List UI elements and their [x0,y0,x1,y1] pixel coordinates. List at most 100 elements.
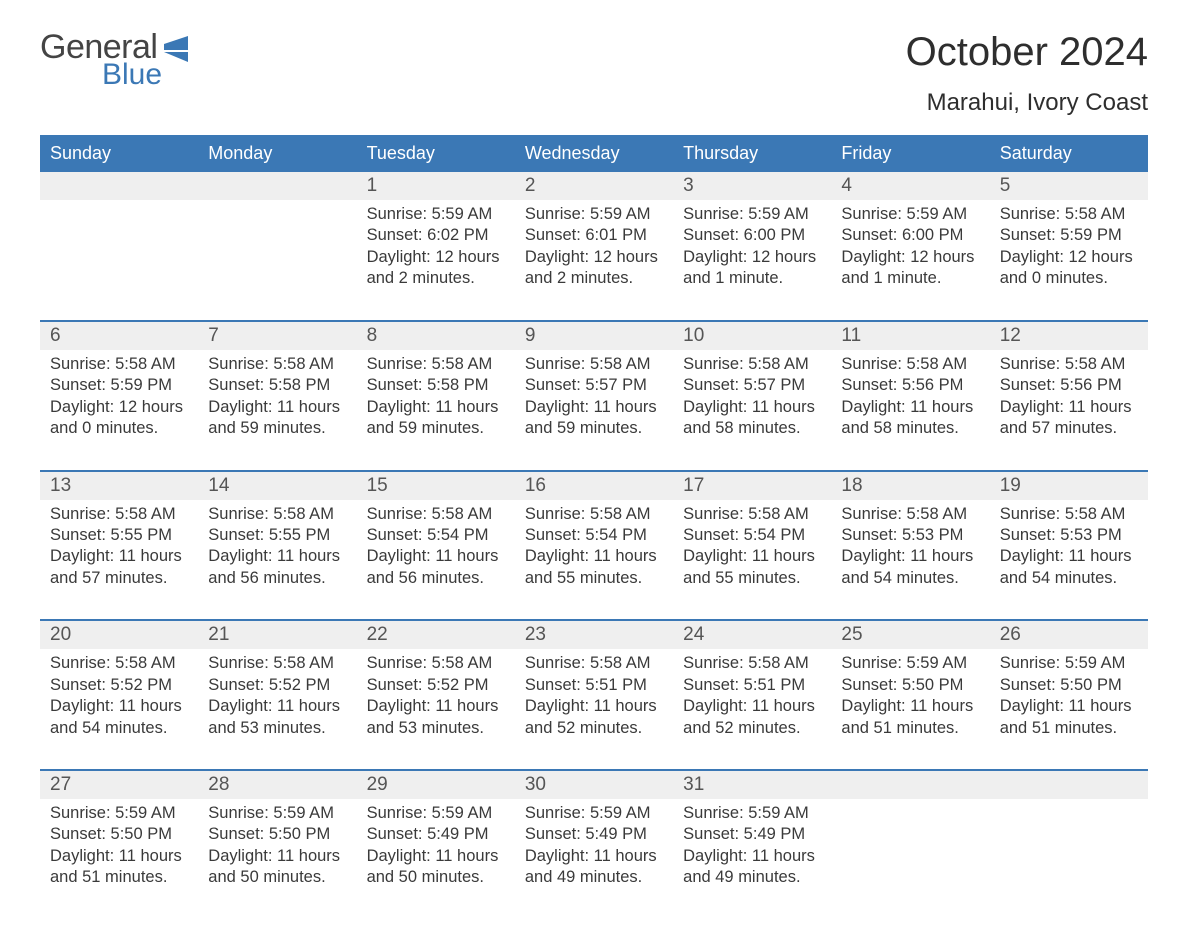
daylight-text: Daylight: 11 hours and 59 minutes. [367,397,505,440]
daylight-text: Daylight: 11 hours and 58 minutes. [683,397,821,440]
sunset-text: Sunset: 5:59 PM [1000,225,1138,246]
weekday-header: Saturday [990,135,1148,172]
sunrise-text: Sunrise: 5:58 AM [683,653,821,674]
brand-text: General Blue [40,30,162,90]
day-number-row: 12345 [40,172,1148,200]
daylight-text: Daylight: 11 hours and 59 minutes. [525,397,663,440]
day-detail-row: Sunrise: 5:58 AMSunset: 5:52 PMDaylight:… [40,649,1148,769]
daylight-text: Daylight: 12 hours and 0 minutes. [50,397,188,440]
day-number-row: 13141516171819 [40,472,1148,500]
day-number: 20 [40,621,198,649]
week-block: 12345Sunrise: 5:59 AMSunset: 6:02 PMDayl… [40,172,1148,320]
day-number [198,172,356,200]
daylight-text: Daylight: 12 hours and 0 minutes. [1000,247,1138,290]
daylight-text: Daylight: 11 hours and 52 minutes. [683,696,821,739]
day-detail: Sunrise: 5:59 AMSunset: 5:49 PMDaylight:… [673,799,831,919]
sunset-text: Sunset: 5:55 PM [208,525,346,546]
day-detail: Sunrise: 5:58 AMSunset: 5:52 PMDaylight:… [198,649,356,769]
day-detail [198,200,356,320]
day-number: 24 [673,621,831,649]
day-detail: Sunrise: 5:59 AMSunset: 5:49 PMDaylight:… [515,799,673,919]
daylight-text: Daylight: 12 hours and 2 minutes. [367,247,505,290]
sunset-text: Sunset: 5:53 PM [1000,525,1138,546]
day-detail: Sunrise: 5:59 AMSunset: 5:50 PMDaylight:… [831,649,989,769]
sunset-text: Sunset: 5:58 PM [208,375,346,396]
weekday-header: Monday [198,135,356,172]
sunset-text: Sunset: 5:52 PM [208,675,346,696]
day-number: 25 [831,621,989,649]
sunset-text: Sunset: 5:50 PM [1000,675,1138,696]
day-number-row: 6789101112 [40,322,1148,350]
day-number: 5 [990,172,1148,200]
day-number: 22 [357,621,515,649]
day-detail: Sunrise: 5:58 AMSunset: 5:57 PMDaylight:… [673,350,831,470]
day-detail-row: Sunrise: 5:58 AMSunset: 5:55 PMDaylight:… [40,500,1148,620]
daylight-text: Daylight: 12 hours and 2 minutes. [525,247,663,290]
day-detail [40,200,198,320]
day-detail-row: Sunrise: 5:59 AMSunset: 5:50 PMDaylight:… [40,799,1148,919]
day-number [831,771,989,799]
daylight-text: Daylight: 11 hours and 59 minutes. [208,397,346,440]
sunrise-text: Sunrise: 5:58 AM [841,504,979,525]
daylight-text: Daylight: 11 hours and 51 minutes. [841,696,979,739]
brand-logo: General Blue [40,30,198,90]
sunrise-text: Sunrise: 5:58 AM [50,504,188,525]
day-number [40,172,198,200]
day-number: 4 [831,172,989,200]
sunset-text: Sunset: 5:54 PM [525,525,663,546]
week-block: 20212223242526Sunrise: 5:58 AMSunset: 5:… [40,619,1148,769]
sunrise-text: Sunrise: 5:58 AM [50,354,188,375]
sunset-text: Sunset: 6:02 PM [367,225,505,246]
sunset-text: Sunset: 5:51 PM [683,675,821,696]
sunrise-text: Sunrise: 5:59 AM [208,803,346,824]
sunrise-text: Sunrise: 5:58 AM [683,354,821,375]
sunrise-text: Sunrise: 5:58 AM [525,354,663,375]
day-detail: Sunrise: 5:58 AMSunset: 5:57 PMDaylight:… [515,350,673,470]
weekday-header: Thursday [673,135,831,172]
sunrise-text: Sunrise: 5:59 AM [525,204,663,225]
sunset-text: Sunset: 5:53 PM [841,525,979,546]
day-number: 8 [357,322,515,350]
sunset-text: Sunset: 5:55 PM [50,525,188,546]
day-detail: Sunrise: 5:59 AMSunset: 5:50 PMDaylight:… [990,649,1148,769]
sunset-text: Sunset: 5:56 PM [841,375,979,396]
day-number: 9 [515,322,673,350]
day-number: 19 [990,472,1148,500]
sunrise-text: Sunrise: 5:59 AM [683,803,821,824]
sunrise-text: Sunrise: 5:59 AM [841,204,979,225]
daylight-text: Daylight: 11 hours and 55 minutes. [683,546,821,589]
day-number: 16 [515,472,673,500]
daylight-text: Daylight: 11 hours and 54 minutes. [1000,546,1138,589]
week-block: 6789101112Sunrise: 5:58 AMSunset: 5:59 P… [40,320,1148,470]
day-number: 11 [831,322,989,350]
brand-flag-icon [164,36,198,67]
day-detail: Sunrise: 5:59 AMSunset: 6:00 PMDaylight:… [831,200,989,320]
day-detail: Sunrise: 5:58 AMSunset: 5:51 PMDaylight:… [515,649,673,769]
daylight-text: Daylight: 11 hours and 53 minutes. [208,696,346,739]
day-number: 30 [515,771,673,799]
daylight-text: Daylight: 11 hours and 58 minutes. [841,397,979,440]
month-title: October 2024 [906,30,1148,75]
day-detail: Sunrise: 5:59 AMSunset: 6:01 PMDaylight:… [515,200,673,320]
day-detail: Sunrise: 5:58 AMSunset: 5:59 PMDaylight:… [40,350,198,470]
sunrise-text: Sunrise: 5:58 AM [367,653,505,674]
day-detail: Sunrise: 5:58 AMSunset: 5:56 PMDaylight:… [990,350,1148,470]
day-number-row: 2728293031 [40,771,1148,799]
day-detail [990,799,1148,919]
day-detail: Sunrise: 5:58 AMSunset: 5:53 PMDaylight:… [831,500,989,620]
day-number: 18 [831,472,989,500]
brand-word-2: Blue [102,60,162,90]
day-number: 10 [673,322,831,350]
daylight-text: Daylight: 11 hours and 55 minutes. [525,546,663,589]
day-number: 21 [198,621,356,649]
calendar: SundayMondayTuesdayWednesdayThursdayFrid… [40,135,1148,919]
day-detail: Sunrise: 5:58 AMSunset: 5:59 PMDaylight:… [990,200,1148,320]
day-detail: Sunrise: 5:58 AMSunset: 5:52 PMDaylight:… [40,649,198,769]
day-number [990,771,1148,799]
day-detail: Sunrise: 5:59 AMSunset: 5:50 PMDaylight:… [40,799,198,919]
sunrise-text: Sunrise: 5:58 AM [208,354,346,375]
day-detail-row: Sunrise: 5:58 AMSunset: 5:59 PMDaylight:… [40,350,1148,470]
sunrise-text: Sunrise: 5:59 AM [367,204,505,225]
day-number: 29 [357,771,515,799]
sunrise-text: Sunrise: 5:58 AM [208,653,346,674]
